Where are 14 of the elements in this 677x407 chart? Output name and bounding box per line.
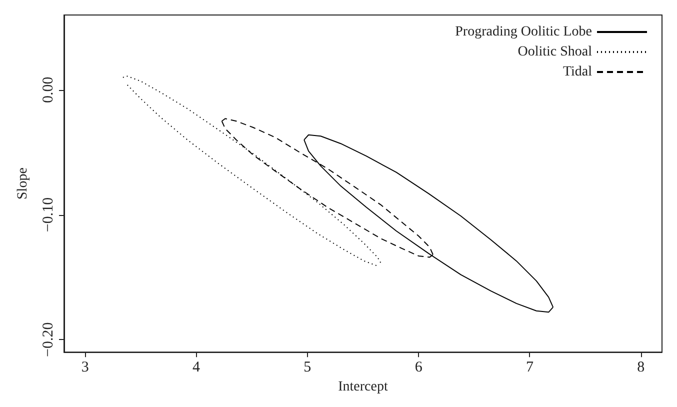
y-tick-label: −0.10	[40, 197, 56, 232]
x-tick-label: 3	[81, 360, 89, 376]
x-tick-label: 7	[526, 360, 534, 376]
x-tick-label: 6	[414, 360, 423, 376]
x-tick-label: 8	[637, 360, 645, 376]
y-tick-label: −0.20	[40, 322, 56, 357]
x-axis-title: Intercept	[338, 380, 388, 394]
legend-label: Tidal	[562, 64, 592, 80]
legend-label: Prograding Oolitic Lobe	[455, 24, 592, 40]
y-axis-title: Slope	[16, 168, 30, 200]
y-tick-label: 0.00	[40, 76, 56, 104]
legend-label: Oolitic Shoal	[518, 44, 592, 60]
x-tick-label: 5	[304, 360, 312, 376]
x-tick-label: 4	[192, 360, 201, 376]
